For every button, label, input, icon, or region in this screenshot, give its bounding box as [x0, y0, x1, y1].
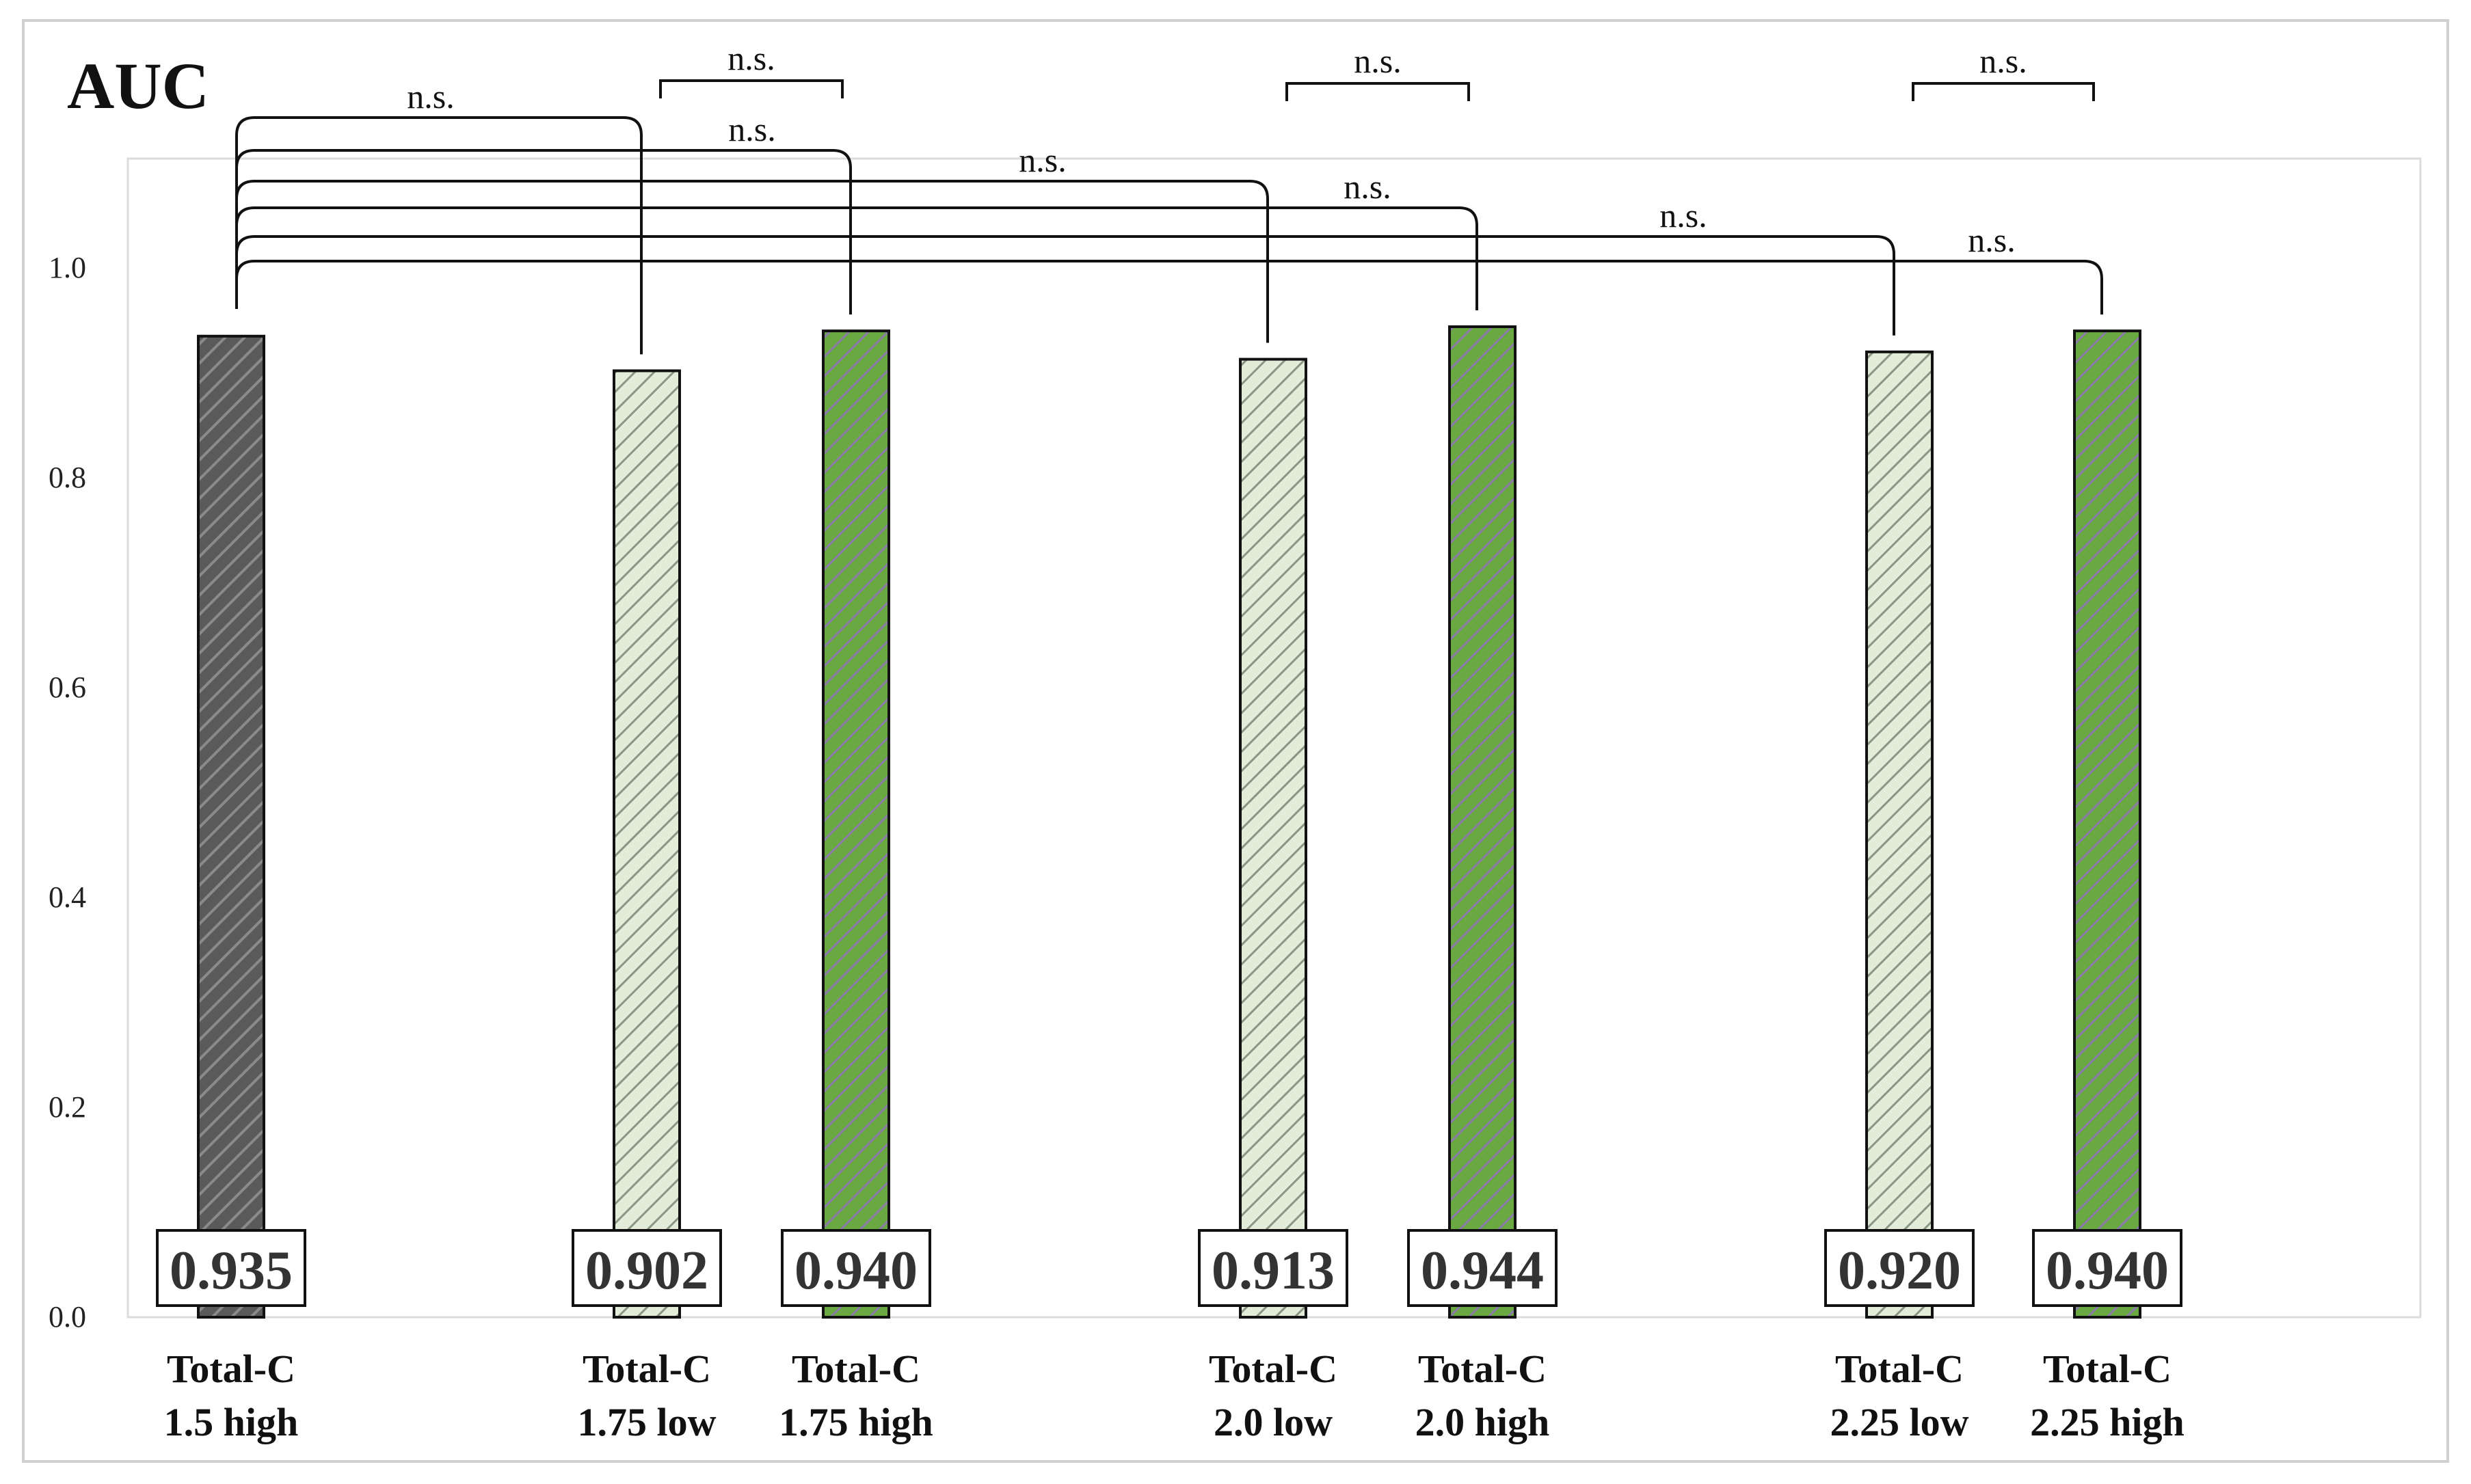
bars [197, 325, 2141, 1319]
significance-label: n.s. [728, 110, 775, 148]
x-tick-label-line1: Total-C [792, 1347, 920, 1391]
significance-label: n.s. [1019, 141, 1066, 179]
significance-bracket: n.s. [235, 221, 2103, 315]
significance-label: n.s. [407, 77, 454, 116]
data-label-box [1824, 1229, 1975, 1307]
significance-bracket: n.s. [1285, 42, 1470, 101]
y-tick-label: 1.0 [49, 251, 86, 284]
x-axis-labels: Total-C 1.5 high Total-C 1.75 low Total-C 1.7… [164, 1347, 2185, 1444]
y-tick-label: 0.8 [49, 461, 86, 494]
data-label-text: 0.940 [794, 1241, 918, 1301]
x-tick-label-line2: 2.25 high [2030, 1400, 2185, 1444]
x-tick-label-line2: 2.25 low [1830, 1400, 1969, 1444]
bracket-line [235, 235, 1895, 336]
bar [197, 334, 265, 1319]
x-tick-label-line1: Total-C [167, 1347, 295, 1391]
significance-label: n.s. [1344, 167, 1391, 206]
significance-brackets: n.s. n.s. n.s. n.s. n.s. n.s. n.s. n.s. n.s. [235, 39, 2103, 355]
significance-label: n.s. [1659, 196, 1707, 234]
bracket-line [235, 116, 643, 355]
bar [1448, 325, 1517, 1319]
data-label: 0.920 [1824, 1229, 1975, 1307]
data-label: 0.902 [572, 1229, 722, 1307]
y-tick-label: 0.2 [49, 1090, 86, 1124]
data-label: 0.940 [781, 1229, 931, 1307]
data-label-box [156, 1229, 306, 1307]
significance-bracket: n.s. [235, 110, 852, 315]
significance-bracket: n.s. [235, 167, 1478, 310]
x-tick-label-line2: 2.0 low [1214, 1400, 1333, 1444]
value-labels: 0.935 0.902 0.940 0.913 0.944 0.920 0.940 [156, 1229, 2182, 1307]
data-label: 0.940 [2032, 1229, 2182, 1307]
x-tick-label-line1: Total-C [1835, 1347, 1964, 1391]
significance-label: n.s. [1968, 221, 2015, 259]
significance-bracket: n.s. [659, 39, 844, 98]
x-tick-label-line1: Total-C [2043, 1347, 2172, 1391]
data-label-box [572, 1229, 722, 1307]
data-label-box [2032, 1229, 2182, 1307]
bar [613, 369, 681, 1319]
x-tick-label-line1: Total-C [1418, 1347, 1547, 1391]
data-label-text: 0.920 [1838, 1241, 1961, 1301]
data-label-box [1407, 1229, 1558, 1307]
significance-bracket: n.s. [235, 196, 1895, 336]
y-axis: 0.0 0.2 0.4 0.6 0.8 1.0 [49, 251, 86, 1334]
data-label-text: 0.913 [1212, 1241, 1335, 1301]
data-label: 0.944 [1407, 1229, 1558, 1307]
significance-bracket: n.s. [235, 141, 1269, 343]
significance-label: n.s. [1979, 42, 2027, 80]
bar [822, 329, 890, 1319]
x-tick-label-line2: 1.75 low [578, 1400, 717, 1444]
data-label-text: 0.944 [1421, 1241, 1544, 1301]
bracket-line [235, 149, 852, 315]
data-label: 0.913 [1198, 1229, 1348, 1307]
x-tick-label-line1: Total-C [583, 1347, 711, 1391]
data-label-text: 0.935 [170, 1241, 293, 1301]
bar [2073, 329, 2141, 1319]
bracket-line [235, 260, 2103, 315]
data-label-text: 0.940 [2046, 1241, 2169, 1301]
x-tick-label-line2: 2.0 high [1415, 1400, 1550, 1444]
data-label-box [781, 1229, 931, 1307]
bar [1865, 350, 1934, 1319]
x-tick-label-line1: Total-C [1209, 1347, 1337, 1391]
data-label-box [1198, 1229, 1348, 1307]
significance-bracket: n.s. [1912, 42, 2095, 101]
bracket-line [1285, 82, 1470, 101]
chart-title: AUC [67, 49, 209, 122]
y-tick-label: 0.6 [49, 671, 86, 704]
bracket-line [1912, 82, 2095, 101]
y-tick-label: 0.0 [49, 1300, 86, 1334]
data-label: 0.935 [156, 1229, 306, 1307]
significance-label: n.s. [727, 39, 775, 77]
bracket-line [659, 79, 844, 98]
bracket-line [235, 206, 1478, 310]
significance-label: n.s. [1354, 42, 1401, 80]
bracket-line [235, 180, 1269, 343]
x-tick-label-line2: 1.75 high [779, 1400, 933, 1444]
bar [1239, 357, 1307, 1319]
y-tick-label: 0.4 [49, 880, 86, 914]
x-tick-label-line2: 1.5 high [164, 1400, 299, 1444]
data-label-text: 0.902 [585, 1241, 708, 1301]
significance-bracket: n.s. [235, 77, 643, 355]
